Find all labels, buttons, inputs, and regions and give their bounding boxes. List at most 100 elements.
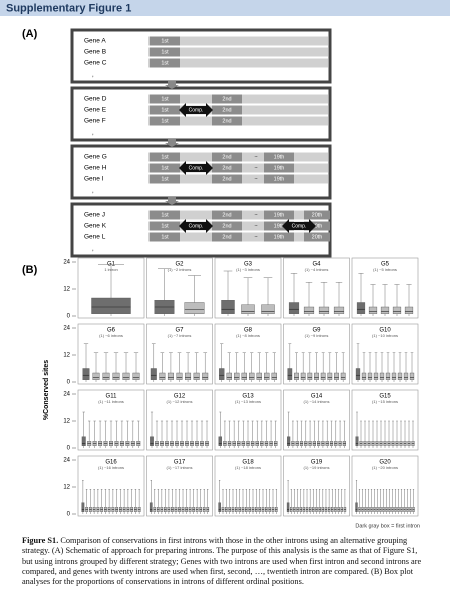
comp-label: Comp. — [189, 107, 204, 113]
intron-cell — [150, 152, 180, 162]
intron-cell — [304, 210, 330, 220]
panel-title: G11 — [106, 394, 118, 400]
caption-lead: Figure S1. — [22, 536, 59, 545]
panel-title: G19 — [311, 460, 323, 466]
intron-label: 1st — [161, 212, 169, 218]
box — [271, 372, 277, 380]
intron-cell — [150, 116, 180, 126]
more-genes: , — [92, 73, 94, 79]
panel-subtitle: (1) ~15 introns — [372, 399, 398, 404]
box — [91, 297, 131, 314]
y-tick-label: 0 — [67, 512, 71, 518]
y-tick-label: 12 — [63, 353, 70, 359]
panel-title: G14 — [311, 394, 323, 400]
y-tick-label: 0 — [67, 314, 71, 320]
panel-subtitle: (1) ~2 introns — [168, 267, 192, 272]
panel-subtitle: (1) ~12 introns — [167, 399, 193, 404]
y-axis-label: %Conserved sites — [43, 360, 50, 420]
intron-label: 2nd — [222, 234, 231, 240]
box — [176, 372, 183, 380]
panel-subtitle: (1) ~3 introns — [236, 267, 260, 272]
select-arrow — [165, 197, 179, 205]
y-tick-label: 24 — [63, 458, 70, 464]
box — [218, 436, 223, 446]
figure: Supplementary Figure 1 (A) (B) %Conserve… — [0, 0, 450, 529]
intron-label: 1st — [161, 38, 169, 44]
box — [404, 306, 414, 314]
panel-title: G20 — [379, 460, 391, 466]
y-tick-label: 24 — [63, 326, 70, 332]
intron-cell — [264, 174, 294, 184]
box — [81, 436, 86, 446]
box — [287, 436, 291, 446]
box — [149, 502, 153, 512]
y-tick-label: 24 — [63, 392, 70, 398]
panel-title: G12 — [174, 394, 186, 400]
intron-cell — [150, 163, 180, 173]
box — [334, 372, 339, 380]
intron-label: 1st — [161, 49, 169, 55]
panel-title: G8 — [244, 328, 253, 334]
box — [380, 306, 390, 314]
box — [397, 372, 403, 380]
box — [92, 372, 100, 380]
intron-label: 19th — [274, 165, 285, 171]
comp-label: Comp. — [189, 223, 204, 229]
note: Dark gray box = first intron — [355, 523, 420, 529]
box — [219, 368, 225, 380]
intron-label: 1st — [161, 176, 169, 182]
comp-label: Comp. — [292, 223, 307, 229]
box — [318, 306, 330, 314]
row-band — [148, 36, 328, 46]
intron-label: ~ — [254, 212, 257, 218]
more-genes: , — [92, 247, 94, 253]
plot-frame — [77, 455, 145, 517]
box — [261, 304, 275, 314]
y-tick-label: 12 — [63, 485, 70, 491]
comp-arrow — [179, 219, 213, 233]
box — [256, 372, 262, 380]
box — [226, 372, 232, 380]
box — [218, 502, 221, 512]
intron-label: 2nd — [222, 154, 231, 160]
box — [159, 372, 166, 380]
box — [355, 368, 361, 380]
intron-label: ~ — [254, 176, 257, 182]
plot-frame — [214, 323, 282, 385]
plot-frame — [283, 389, 350, 451]
gene-label: Gene J — [84, 212, 105, 219]
intron-label: 20th — [312, 212, 323, 218]
box — [112, 372, 120, 380]
intron-label: 2nd — [222, 176, 231, 182]
panel-title: G10 — [379, 328, 391, 334]
panel-title: G1 — [107, 262, 116, 268]
intron-label: ~ — [254, 154, 257, 160]
box — [167, 372, 174, 380]
gene-label: Gene K — [84, 223, 107, 230]
box — [391, 372, 397, 380]
more-genes: , — [92, 131, 94, 137]
intron-cell — [264, 221, 294, 231]
plot-frame — [351, 455, 419, 517]
y-tick-label: 12 — [63, 287, 70, 293]
y-tick-label: 0 — [67, 380, 71, 386]
panel-subtitle: (1) ~10 introns — [372, 333, 398, 338]
caption: Figure S1. Comparison of conservations i… — [22, 536, 430, 587]
panel-title: G13 — [242, 394, 254, 400]
y-tick-label: 24 — [63, 260, 70, 266]
box — [122, 372, 130, 380]
box — [81, 502, 85, 512]
intron-cell — [212, 116, 242, 126]
box — [264, 372, 270, 380]
comp-arrow — [282, 219, 316, 233]
intron-label: 2nd — [222, 96, 231, 102]
intron-label: 19th — [274, 176, 285, 182]
box — [333, 306, 345, 314]
intron-cell — [150, 58, 180, 68]
panel-subtitle: (1) ~19 introns — [304, 465, 330, 470]
panel-title: G4 — [312, 262, 321, 268]
intron-label: ~ — [254, 223, 257, 229]
box — [102, 372, 110, 380]
intron-label: 20th — [312, 223, 323, 229]
intron-label: 1st — [161, 96, 169, 102]
